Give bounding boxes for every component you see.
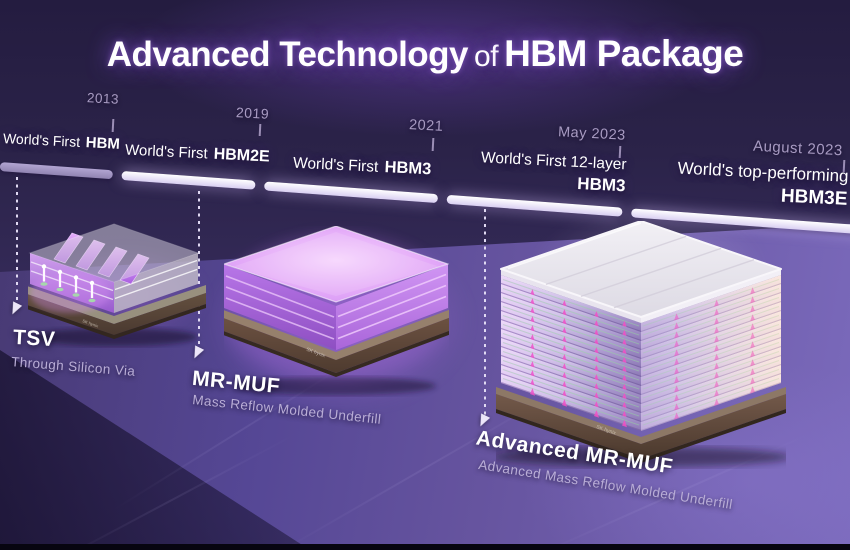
connector-line: [198, 191, 200, 349]
milestone-label: World's First 12-layer HBM3: [447, 147, 627, 198]
tech-name-tsv: TSV: [12, 325, 56, 352]
tsv-chip-illustration: SK hynix: [28, 223, 206, 346]
mrmuf-chip-illustration: SK hynix: [224, 226, 449, 395]
milestone-label: World's First HBM: [3, 130, 121, 153]
milestone-prefix: World's First: [292, 154, 379, 176]
milestone-prefix: World's First: [2, 130, 81, 150]
milestone-product: HBM3: [384, 158, 432, 179]
milestone-label: World's First HBM2E: [125, 141, 270, 166]
title-glow: [120, 0, 740, 140]
milestone-label: World's top-performing HBM3E: [649, 156, 849, 212]
milestone-product: HBM: [85, 134, 121, 153]
bottom-border: [0, 544, 850, 550]
timeline-segment: [263, 181, 439, 204]
title-part-3: HBM Package: [504, 33, 744, 74]
milestone-year: August 2023: [752, 137, 844, 160]
milestone-product: HBM2E: [213, 145, 271, 166]
title-part-1: Advanced Technology: [106, 35, 469, 74]
timeline-tick: [431, 137, 435, 152]
milestone-label: World's First HBM3: [293, 154, 432, 180]
connector-line: [16, 177, 18, 305]
advanced-mrmuf-chip-illustration: SK hynix: [496, 221, 786, 467]
connector-line: [484, 209, 486, 417]
title-part-2: of: [474, 40, 499, 73]
timeline-segment: [121, 170, 256, 190]
milestone-year: May 2023: [557, 124, 627, 144]
page-title: Advanced Technology of HBM Package: [107, 33, 744, 75]
milestone-year: 2013: [86, 90, 120, 107]
timeline-tick: [111, 118, 115, 133]
milestone-year: 2021: [408, 117, 444, 135]
milestone-year: 2019: [235, 104, 270, 122]
milestone-prefix: World's First: [124, 141, 209, 163]
svg-text:SK hynix: SK hynix: [82, 318, 100, 329]
